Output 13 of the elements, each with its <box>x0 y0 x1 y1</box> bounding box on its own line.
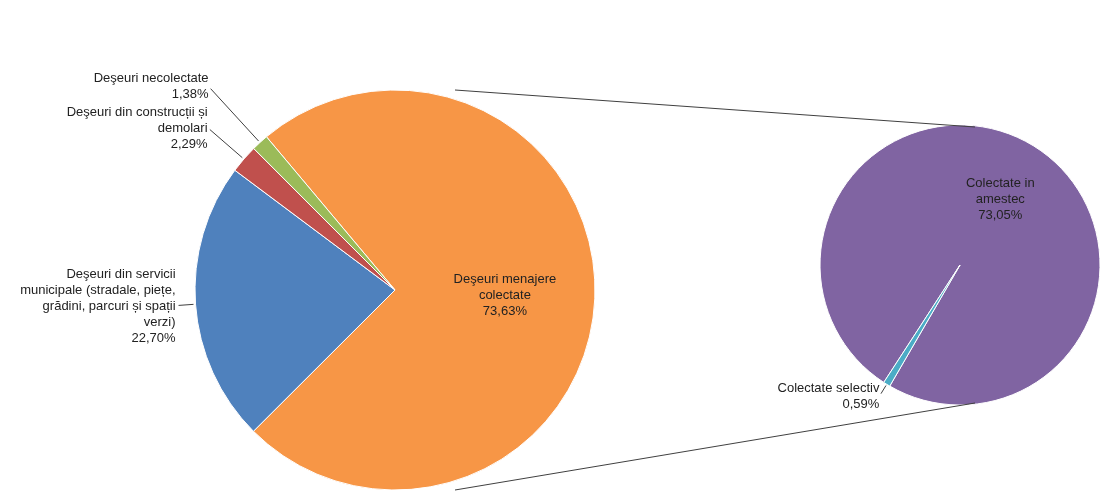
slice-label: Deşeuri necolectate <box>93 70 209 86</box>
data-label: 73,63% <box>482 302 528 318</box>
pie-slice <box>883 264 961 387</box>
slice-label: Deşeuri din servicii municipale (stradale, piețe, grădini, parcuri și spații verzi) <box>20 265 176 329</box>
data-label: 0,59% <box>842 396 880 412</box>
data-label: 1,38% <box>171 86 210 102</box>
slice-label: Colectate in amestec <box>965 175 1035 207</box>
data-label: 73,05% <box>978 207 1023 223</box>
data-label: 22,70% <box>131 329 176 345</box>
slice-label: Deşeuri menajere colectate <box>453 270 557 302</box>
slice-label: Colectate selectiv <box>777 380 880 396</box>
data-label: 2,29% <box>170 135 208 151</box>
slice-label: Deşeuri din construcții și demolari <box>66 103 208 135</box>
